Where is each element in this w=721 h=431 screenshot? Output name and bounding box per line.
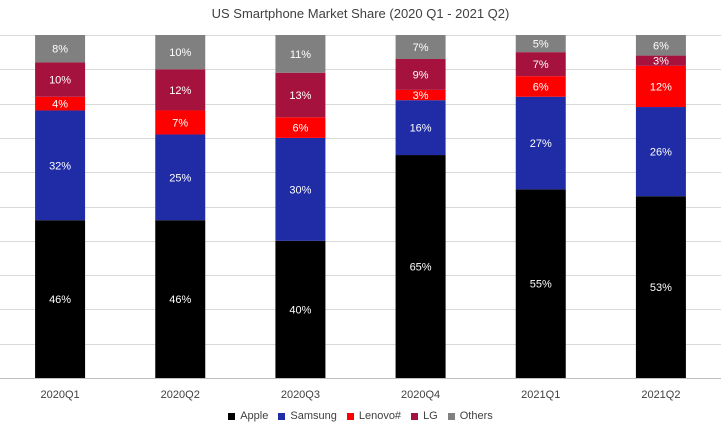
bar-apple-2020Q2 (155, 220, 206, 378)
data-label: 6% (533, 81, 549, 93)
bar-others-2021Q1 (515, 35, 566, 53)
bar-others-2020Q4 (395, 35, 446, 60)
bar-apple-2021Q2 (635, 196, 686, 378)
bar-samsung-2021Q2 (635, 107, 686, 197)
data-label: 55% (530, 279, 552, 291)
legend-label: Apple (240, 410, 269, 422)
legend: Apple Samsung Lenovo# LG Others (0, 410, 721, 422)
legend-swatch (228, 412, 236, 420)
bar-apple-2020Q1 (35, 220, 86, 378)
legend-label: Others (459, 410, 493, 422)
bar-others-2020Q3 (275, 35, 326, 73)
bar-lg-2020Q2 (155, 69, 206, 111)
data-label: 16% (410, 123, 432, 135)
bar-stack-2021Q2: 53% 26% 12% 3% 6% (635, 35, 686, 378)
bar-lg-2020Q1 (35, 62, 86, 97)
data-label: 3% (413, 90, 429, 102)
bar-apple-2020Q3 (275, 240, 326, 378)
data-label: 10% (169, 47, 191, 59)
bar-samsung-2020Q2 (155, 134, 206, 221)
bar-samsung-2021Q1 (515, 96, 566, 190)
x-tick-label: 2020Q1 (41, 389, 80, 401)
bar-others-2020Q2 (155, 35, 206, 70)
legend-item-apple: Apple (228, 410, 268, 422)
legend-label: LG (423, 410, 438, 422)
bar-stack-2020Q4: 65% 16% 3% 9% 7% (395, 35, 446, 378)
bar-others-2020Q1 (35, 35, 86, 63)
data-label: 26% (650, 147, 672, 159)
bar-apple-2021Q1 (515, 189, 566, 378)
data-label: 9% (413, 69, 429, 81)
x-tick-label: 2020Q2 (161, 389, 200, 401)
legend-swatch (411, 412, 419, 420)
legend-label: Samsung (290, 410, 337, 422)
data-label: 6% (653, 40, 669, 52)
bar-samsung-2020Q3 (275, 137, 326, 241)
data-label: 5% (533, 39, 549, 51)
bar-lenovo-2020Q2 (155, 110, 206, 135)
bar-stack-2020Q2: 46% 25% 7% 12% 10% (155, 35, 206, 378)
legend-swatch (278, 412, 286, 420)
bar-lg-2020Q4 (395, 59, 446, 90)
bar-lg-2021Q1 (515, 52, 566, 77)
legend-label: Lenovo# (358, 410, 402, 422)
data-label: 12% (169, 85, 191, 97)
data-label: 32% (49, 160, 71, 172)
bar-others-2021Q2 (635, 35, 686, 56)
bar-lenovo-2020Q4 (395, 89, 446, 101)
data-label: 27% (530, 138, 552, 150)
data-label: 7% (533, 59, 549, 71)
legend-item-lg: LG (411, 410, 438, 422)
data-label: 46% (169, 294, 191, 306)
bar-stack-2020Q3: 40% 30% 6% 13% 11% (275, 35, 326, 378)
data-label: 65% (410, 262, 432, 274)
bar-lenovo-2021Q2 (635, 65, 686, 108)
data-label: 11% (290, 49, 311, 61)
data-label: 53% (650, 282, 672, 294)
bar-apple-2020Q4 (395, 155, 446, 378)
x-tick-label: 2020Q3 (281, 389, 320, 401)
bar-lenovo-2020Q1 (35, 96, 86, 111)
bar-lg-2020Q3 (275, 72, 326, 118)
bar-lenovo-2021Q1 (515, 76, 566, 97)
bar-lg-2021Q2 (635, 55, 686, 66)
x-tick-label: 2021Q2 (641, 389, 680, 401)
legend-item-lenovo: Lenovo# (346, 410, 402, 422)
data-label: 7% (172, 117, 188, 129)
bar-stack-2020Q1: 46% 32% 4% 10% 8% (35, 35, 86, 378)
legend-item-samsung: Samsung (278, 410, 337, 422)
legend-item-others: Others (447, 410, 493, 422)
data-label: 6% (292, 123, 308, 135)
data-label: 4% (52, 99, 68, 111)
data-label: 8% (52, 44, 68, 56)
data-label: 13% (289, 90, 311, 102)
x-tick-label: 2021Q1 (521, 389, 560, 401)
x-tick-label: 2020Q4 (401, 389, 440, 401)
legend-swatch (346, 412, 354, 420)
bar-lenovo-2020Q3 (275, 117, 326, 138)
chart-title: US Smartphone Market Share (2020 Q1 - 20… (211, 6, 510, 21)
data-label: 12% (650, 81, 672, 93)
data-label: 25% (169, 172, 191, 184)
gridlines (0, 35, 721, 379)
data-label: 40% (289, 304, 311, 316)
bar-stack-2021Q1: 55% 27% 6% 7% 5% (515, 35, 566, 378)
data-label: 3% (653, 56, 669, 68)
data-label: 10% (49, 75, 71, 87)
data-label: 46% (49, 294, 71, 306)
bar-samsung-2020Q1 (35, 110, 86, 221)
data-label: 30% (289, 184, 311, 196)
legend-swatch (447, 412, 455, 420)
bar-samsung-2020Q4 (395, 100, 446, 156)
data-label: 7% (413, 42, 429, 54)
